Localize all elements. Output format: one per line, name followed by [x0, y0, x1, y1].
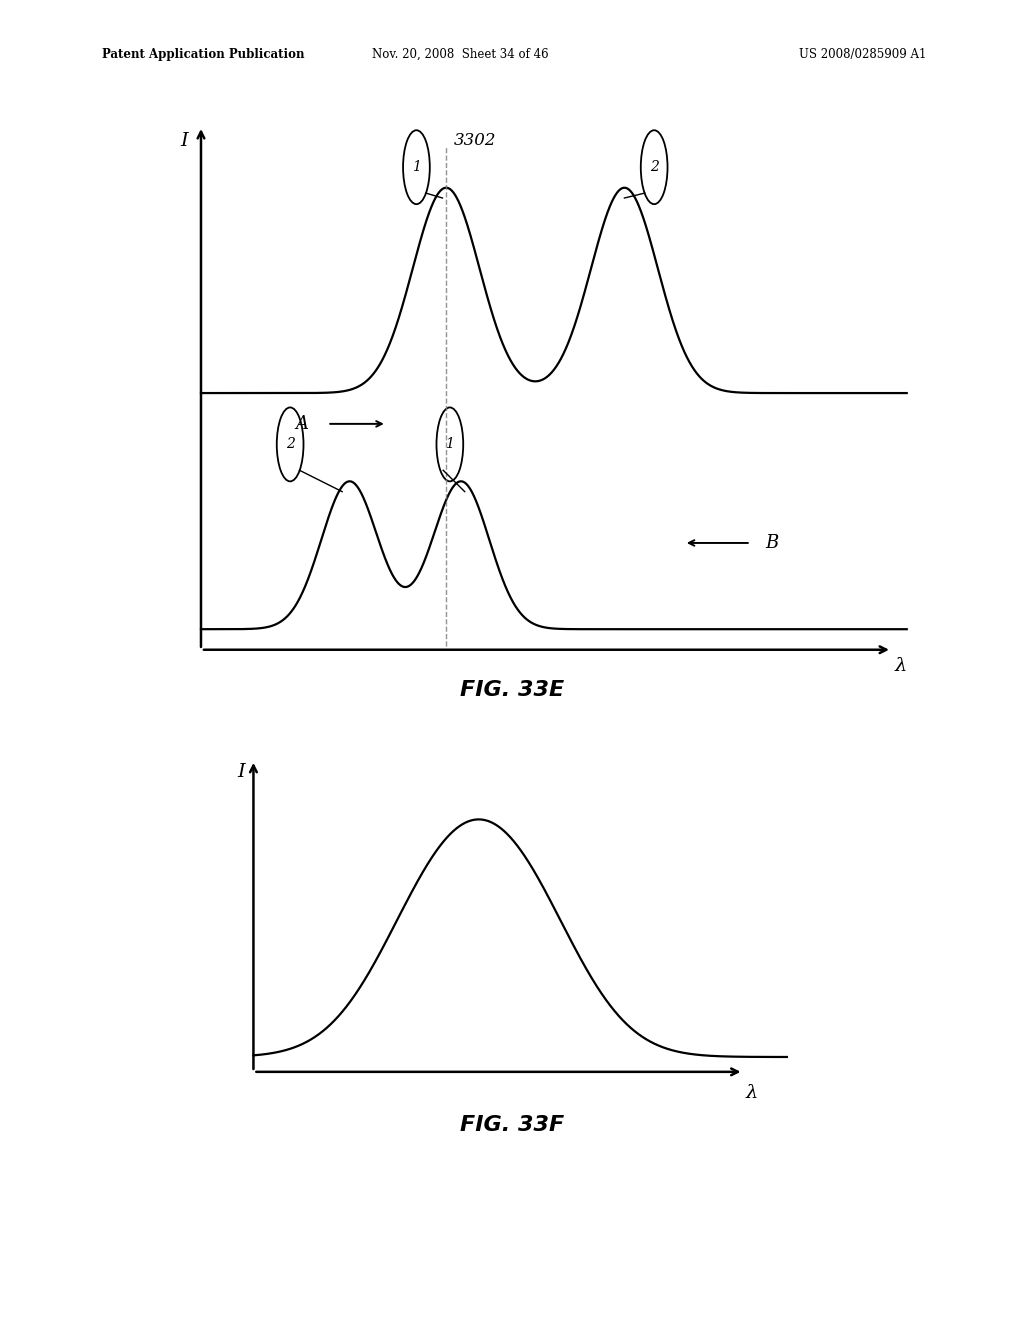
Text: 1: 1 [445, 437, 455, 451]
Text: US 2008/0285909 A1: US 2008/0285909 A1 [799, 48, 926, 61]
Text: Nov. 20, 2008  Sheet 34 of 46: Nov. 20, 2008 Sheet 34 of 46 [373, 48, 549, 61]
Text: λ: λ [895, 657, 907, 675]
Text: FIG. 33F: FIG. 33F [460, 1115, 564, 1135]
Text: 2: 2 [649, 160, 658, 174]
Text: 1: 1 [412, 160, 421, 174]
Text: B: B [766, 535, 779, 552]
Text: I: I [238, 763, 245, 781]
Text: I: I [181, 132, 188, 150]
Text: FIG. 33E: FIG. 33E [460, 680, 564, 700]
Text: 3302: 3302 [454, 132, 496, 149]
Text: 2: 2 [286, 437, 295, 451]
Text: A: A [296, 414, 308, 433]
Text: λ: λ [745, 1084, 758, 1102]
Text: Patent Application Publication: Patent Application Publication [102, 48, 305, 61]
